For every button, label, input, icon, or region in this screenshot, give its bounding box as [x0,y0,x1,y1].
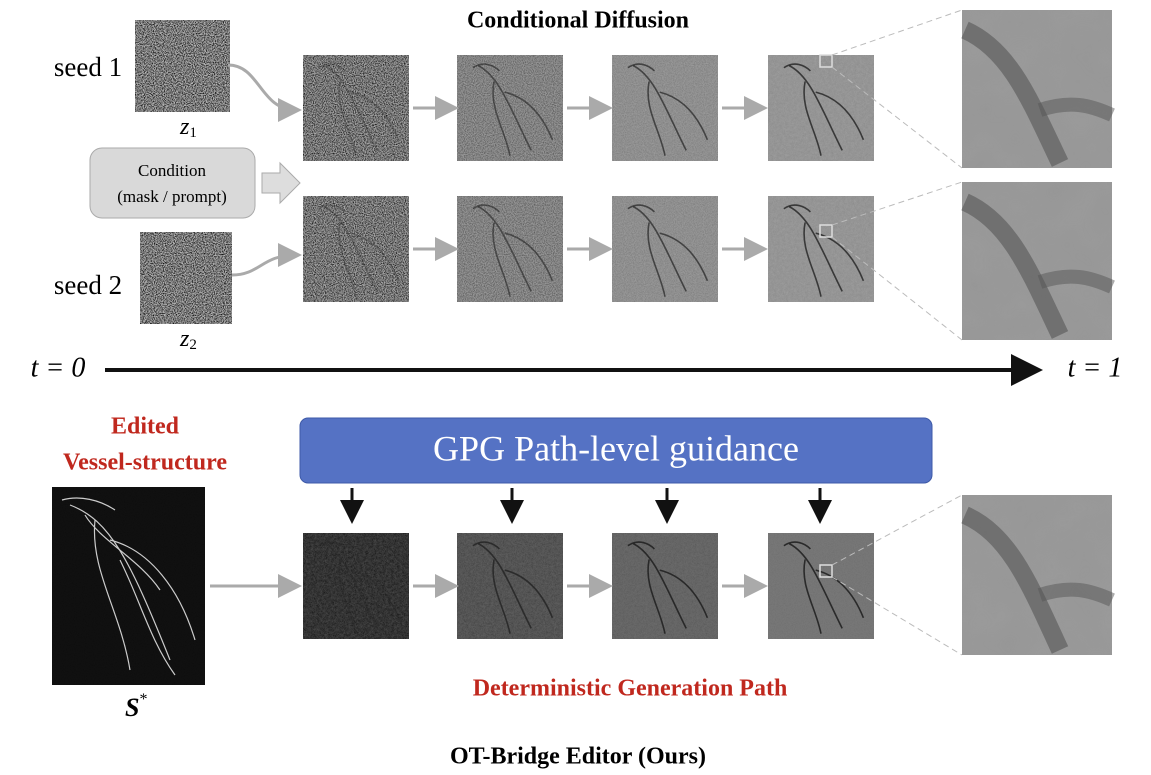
vessel [788,205,843,292]
vessel [472,63,500,72]
vessel [323,64,378,151]
seed-arrow [231,243,302,277]
image-texture [303,55,409,161]
vessel [659,91,709,141]
structure-noise [52,487,205,685]
vessel [803,222,822,297]
vessel [492,559,511,634]
vessel [318,204,346,213]
vessel [788,542,843,629]
vessel [815,232,865,282]
zoom-box [819,224,833,238]
vessel [350,569,400,619]
vessel [318,541,346,550]
vessel [504,569,554,619]
vessel [647,81,666,156]
vessel [647,222,666,297]
vessel [477,64,532,151]
vessel [815,91,865,141]
vessel [632,64,687,151]
vessel [627,63,655,72]
vessel [338,222,357,297]
image-texture [303,196,409,302]
seed-var: z1 [179,114,197,142]
vessel [350,91,400,141]
zoom-vessel [961,506,1069,654]
zoom-vessel [1037,582,1115,607]
image-layer [52,9,1115,685]
condition-arrow [261,161,301,205]
structure-vessel [119,559,176,676]
image-texture [303,533,409,639]
structure-vessel [61,497,116,511]
vessel [627,541,655,550]
title: Conditional Diffusion [467,8,689,34]
seed-arrow [227,63,302,122]
vessel [659,569,709,619]
zoom-vessel [1037,97,1115,122]
vessel [783,541,811,550]
edited-label: Edited [111,414,180,440]
condition-text: (mask / prompt) [117,187,227,206]
seed-var: z2 [179,326,197,354]
vessel [803,559,822,634]
vessel [504,91,554,141]
vessel [323,205,378,292]
zoom-line [831,181,963,226]
vessel [472,204,500,213]
zoom-line [831,494,963,566]
vessel [659,232,709,282]
vessel [477,542,532,629]
vessel [632,542,687,629]
zoom-line [831,236,963,341]
vessel [477,205,532,292]
image-texture [135,20,230,112]
vessel [632,205,687,292]
vessel [338,559,357,634]
structure-vessel [93,519,131,671]
vessel [472,541,500,550]
zoom-line [831,66,963,169]
vessel [647,559,666,634]
zoom-box [819,54,833,68]
path-label: Deterministic Generation Path [473,676,788,702]
zoom-line [831,9,963,56]
vessel [350,232,400,282]
vessel [783,204,811,213]
structure-symbol: S* [125,691,147,722]
vessel [815,569,865,619]
vessel [492,222,511,297]
condition-box [89,147,256,219]
image-texture [140,232,232,324]
guidance-box [299,417,933,484]
zoom-vessel [961,193,1069,339]
zoom-vessel [1037,269,1115,294]
vessel [783,63,811,72]
edited-label: Vessel-structure [63,450,227,476]
zoom-box [819,564,833,578]
vessel [338,81,357,156]
vessel [627,204,655,213]
condition-text: Condition [138,161,207,180]
zoom-vessel [961,21,1069,167]
time-start: t = 0 [31,352,86,383]
vessel [504,232,554,282]
vessel [323,542,378,629]
time-end: t = 1 [1068,352,1123,383]
vessel [318,63,346,72]
vessel [803,81,822,156]
vessel [492,81,511,156]
guidance-text: GPG Path-level guidance [433,428,799,468]
vessel [788,64,843,151]
structure-vessel [109,539,196,641]
seed-label: seed 1 [54,52,122,82]
zoom-line [831,576,963,656]
footer: OT-Bridge Editor (Ours) [450,744,706,770]
seed-label: seed 2 [54,270,122,300]
structure-vessel [84,514,161,591]
